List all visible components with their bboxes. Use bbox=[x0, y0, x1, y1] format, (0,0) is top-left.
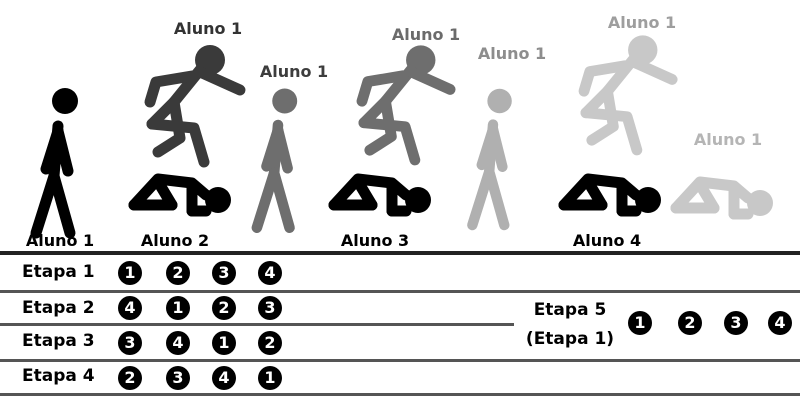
top-label-1: Aluno 1 bbox=[173, 19, 243, 38]
order-badge: 2 bbox=[678, 311, 702, 335]
divider-bottom bbox=[0, 393, 800, 396]
divider-2 bbox=[0, 323, 514, 326]
order-badge: 3 bbox=[166, 366, 190, 390]
crouch-figure-4 bbox=[670, 176, 773, 220]
order-badge: 3 bbox=[258, 296, 282, 320]
leaper-figure-2 bbox=[356, 45, 456, 166]
top-label-3: Aluno 1 bbox=[391, 25, 461, 44]
order-badge: 3 bbox=[118, 331, 142, 355]
student-label-3: Aluno 3 bbox=[340, 231, 410, 250]
walker-figure-2 bbox=[251, 88, 298, 233]
order-badge: 1 bbox=[258, 366, 282, 390]
top-label-2: Aluno 1 bbox=[259, 62, 329, 81]
order-badge: 4 bbox=[212, 366, 236, 390]
stage-label: Etapa 2 bbox=[22, 298, 95, 318]
top-label-4: Aluno 1 bbox=[477, 44, 547, 63]
stage-5-sublabel: (Etapa 1) bbox=[525, 329, 615, 349]
top-label-5: Aluno 1 bbox=[607, 13, 677, 32]
order-badge: 4 bbox=[258, 261, 282, 285]
crouch-figure-3 bbox=[558, 173, 661, 217]
student-label-4: Aluno 4 bbox=[572, 231, 642, 250]
crouch-figure-1 bbox=[128, 173, 231, 217]
leaper-figure-1 bbox=[144, 45, 246, 168]
walker-figure-1 bbox=[30, 88, 78, 239]
order-badge: 2 bbox=[166, 261, 190, 285]
student-label-2: Aluno 2 bbox=[140, 231, 210, 250]
order-badge: 2 bbox=[258, 331, 282, 355]
leaper-figure-3 bbox=[578, 35, 678, 156]
order-badge: 1 bbox=[118, 261, 142, 285]
student-label-1: Aluno 1 bbox=[25, 231, 95, 250]
stage-label: Etapa 3 bbox=[22, 331, 95, 351]
order-badge: 4 bbox=[118, 296, 142, 320]
crouch-figure-2 bbox=[328, 173, 431, 217]
order-badge: 2 bbox=[118, 366, 142, 390]
divider-top bbox=[0, 251, 800, 255]
top-label-6: Aluno 1 bbox=[693, 130, 763, 149]
divider-3 bbox=[0, 359, 800, 362]
walker-figure-3 bbox=[467, 88, 512, 231]
order-badge: 4 bbox=[166, 331, 190, 355]
stage-label: Etapa 1 bbox=[22, 262, 95, 282]
order-badge: 2 bbox=[212, 296, 236, 320]
order-badge: 1 bbox=[628, 311, 652, 335]
stage-label: Etapa 4 bbox=[22, 366, 95, 386]
order-badge: 1 bbox=[212, 331, 236, 355]
order-badge: 3 bbox=[212, 261, 236, 285]
order-badge: 4 bbox=[768, 311, 792, 335]
order-badge: 3 bbox=[724, 311, 748, 335]
order-badge: 1 bbox=[166, 296, 190, 320]
stage-5-label: Etapa 5 bbox=[533, 300, 607, 320]
divider-1 bbox=[0, 290, 800, 293]
